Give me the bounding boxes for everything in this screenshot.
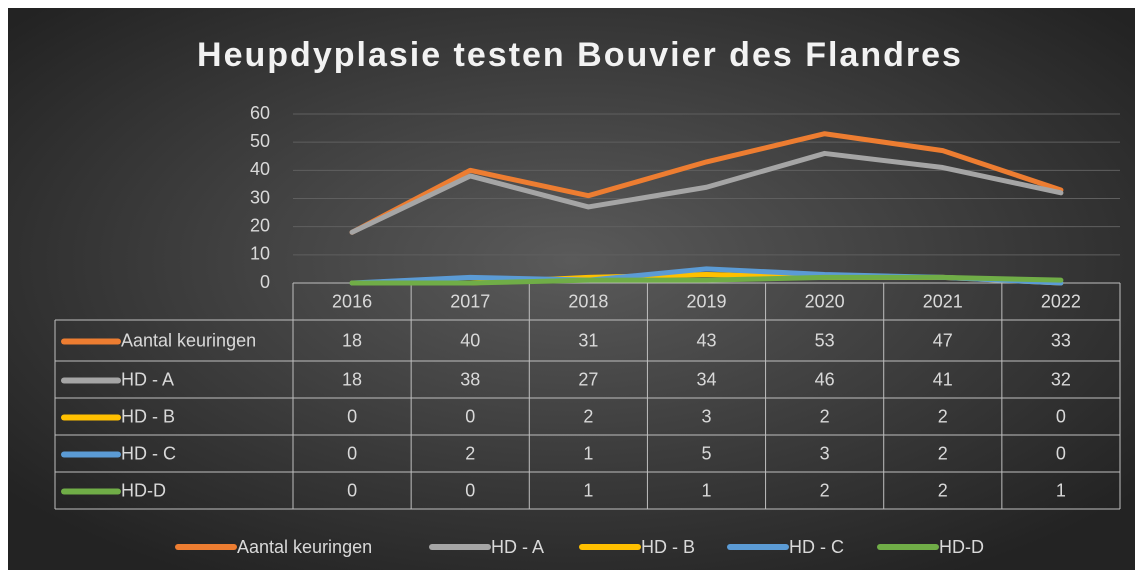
y-tick-label: 50 (250, 131, 270, 151)
y-tick-label: 30 (250, 187, 270, 207)
legend-label: HD - C (789, 537, 844, 557)
legend-label: HD - B (641, 537, 695, 557)
table-cell: 1 (583, 443, 593, 463)
table-cell: 2 (938, 406, 948, 426)
table-cell: 47 (933, 330, 953, 350)
table-cell: 32 (1051, 369, 1071, 389)
x-tick-label: 2016 (332, 291, 372, 311)
y-tick-label: 20 (250, 215, 270, 235)
table-cell: 2 (583, 406, 593, 426)
row-label: HD - C (121, 443, 176, 463)
table-cell: 2 (820, 480, 830, 500)
table-cell: 41 (933, 369, 953, 389)
table-cell: 0 (347, 443, 357, 463)
series-line (349, 131, 1064, 235)
table-cell: 0 (465, 406, 475, 426)
x-tick-label: 2021 (923, 291, 963, 311)
table-cell: 53 (815, 330, 835, 350)
table-cell: 2 (938, 443, 948, 463)
legend-label: Aantal keuringen (237, 537, 372, 557)
table-cell: 33 (1051, 330, 1071, 350)
series-line (349, 150, 1064, 235)
table-cell: 0 (1056, 406, 1066, 426)
table-cell: 1 (701, 480, 711, 500)
table-cell: 34 (696, 369, 716, 389)
table-cell: 40 (460, 330, 480, 350)
table-cell: 1 (1056, 480, 1066, 500)
chart-title: Heupdyplasie testen Bouvier des Flandres (197, 36, 963, 74)
y-tick-label: 40 (250, 159, 270, 179)
row-label: HD - B (121, 406, 175, 426)
row-label: Aantal keuringen (121, 330, 256, 350)
table-cell: 0 (465, 480, 475, 500)
table-cell: 31 (578, 330, 598, 350)
table-cell: 2 (820, 406, 830, 426)
x-tick-label: 2018 (568, 291, 608, 311)
y-tick-label: 10 (250, 244, 270, 264)
row-label: HD - A (121, 369, 174, 389)
row-label: HD-D (121, 480, 166, 500)
series-line (349, 274, 1064, 286)
x-tick-label: 2019 (686, 291, 726, 311)
table-cell: 0 (347, 480, 357, 500)
table-cell: 43 (696, 330, 716, 350)
table-cell: 0 (347, 406, 357, 426)
table-cell: 5 (701, 443, 711, 463)
x-tick-label: 2022 (1041, 291, 1081, 311)
table-cell: 1 (583, 480, 593, 500)
x-tick-label: 2020 (805, 291, 845, 311)
table-cell: 27 (578, 369, 598, 389)
legend-label: HD-D (939, 537, 984, 557)
y-tick-label: 0 (260, 272, 270, 292)
table-cell: 3 (820, 443, 830, 463)
x-tick-label: 2017 (450, 291, 490, 311)
table-cell: 2 (465, 443, 475, 463)
table-cell: 38 (460, 369, 480, 389)
table-cell: 3 (701, 406, 711, 426)
table-cell: 2 (938, 480, 948, 500)
chart-background (8, 8, 1135, 570)
table-cell: 18 (342, 369, 362, 389)
y-tick-label: 60 (250, 103, 270, 123)
table-cell: 18 (342, 330, 362, 350)
table-cell: 46 (815, 369, 835, 389)
legend-label: HD - A (491, 537, 544, 557)
table-cell: 0 (1056, 443, 1066, 463)
